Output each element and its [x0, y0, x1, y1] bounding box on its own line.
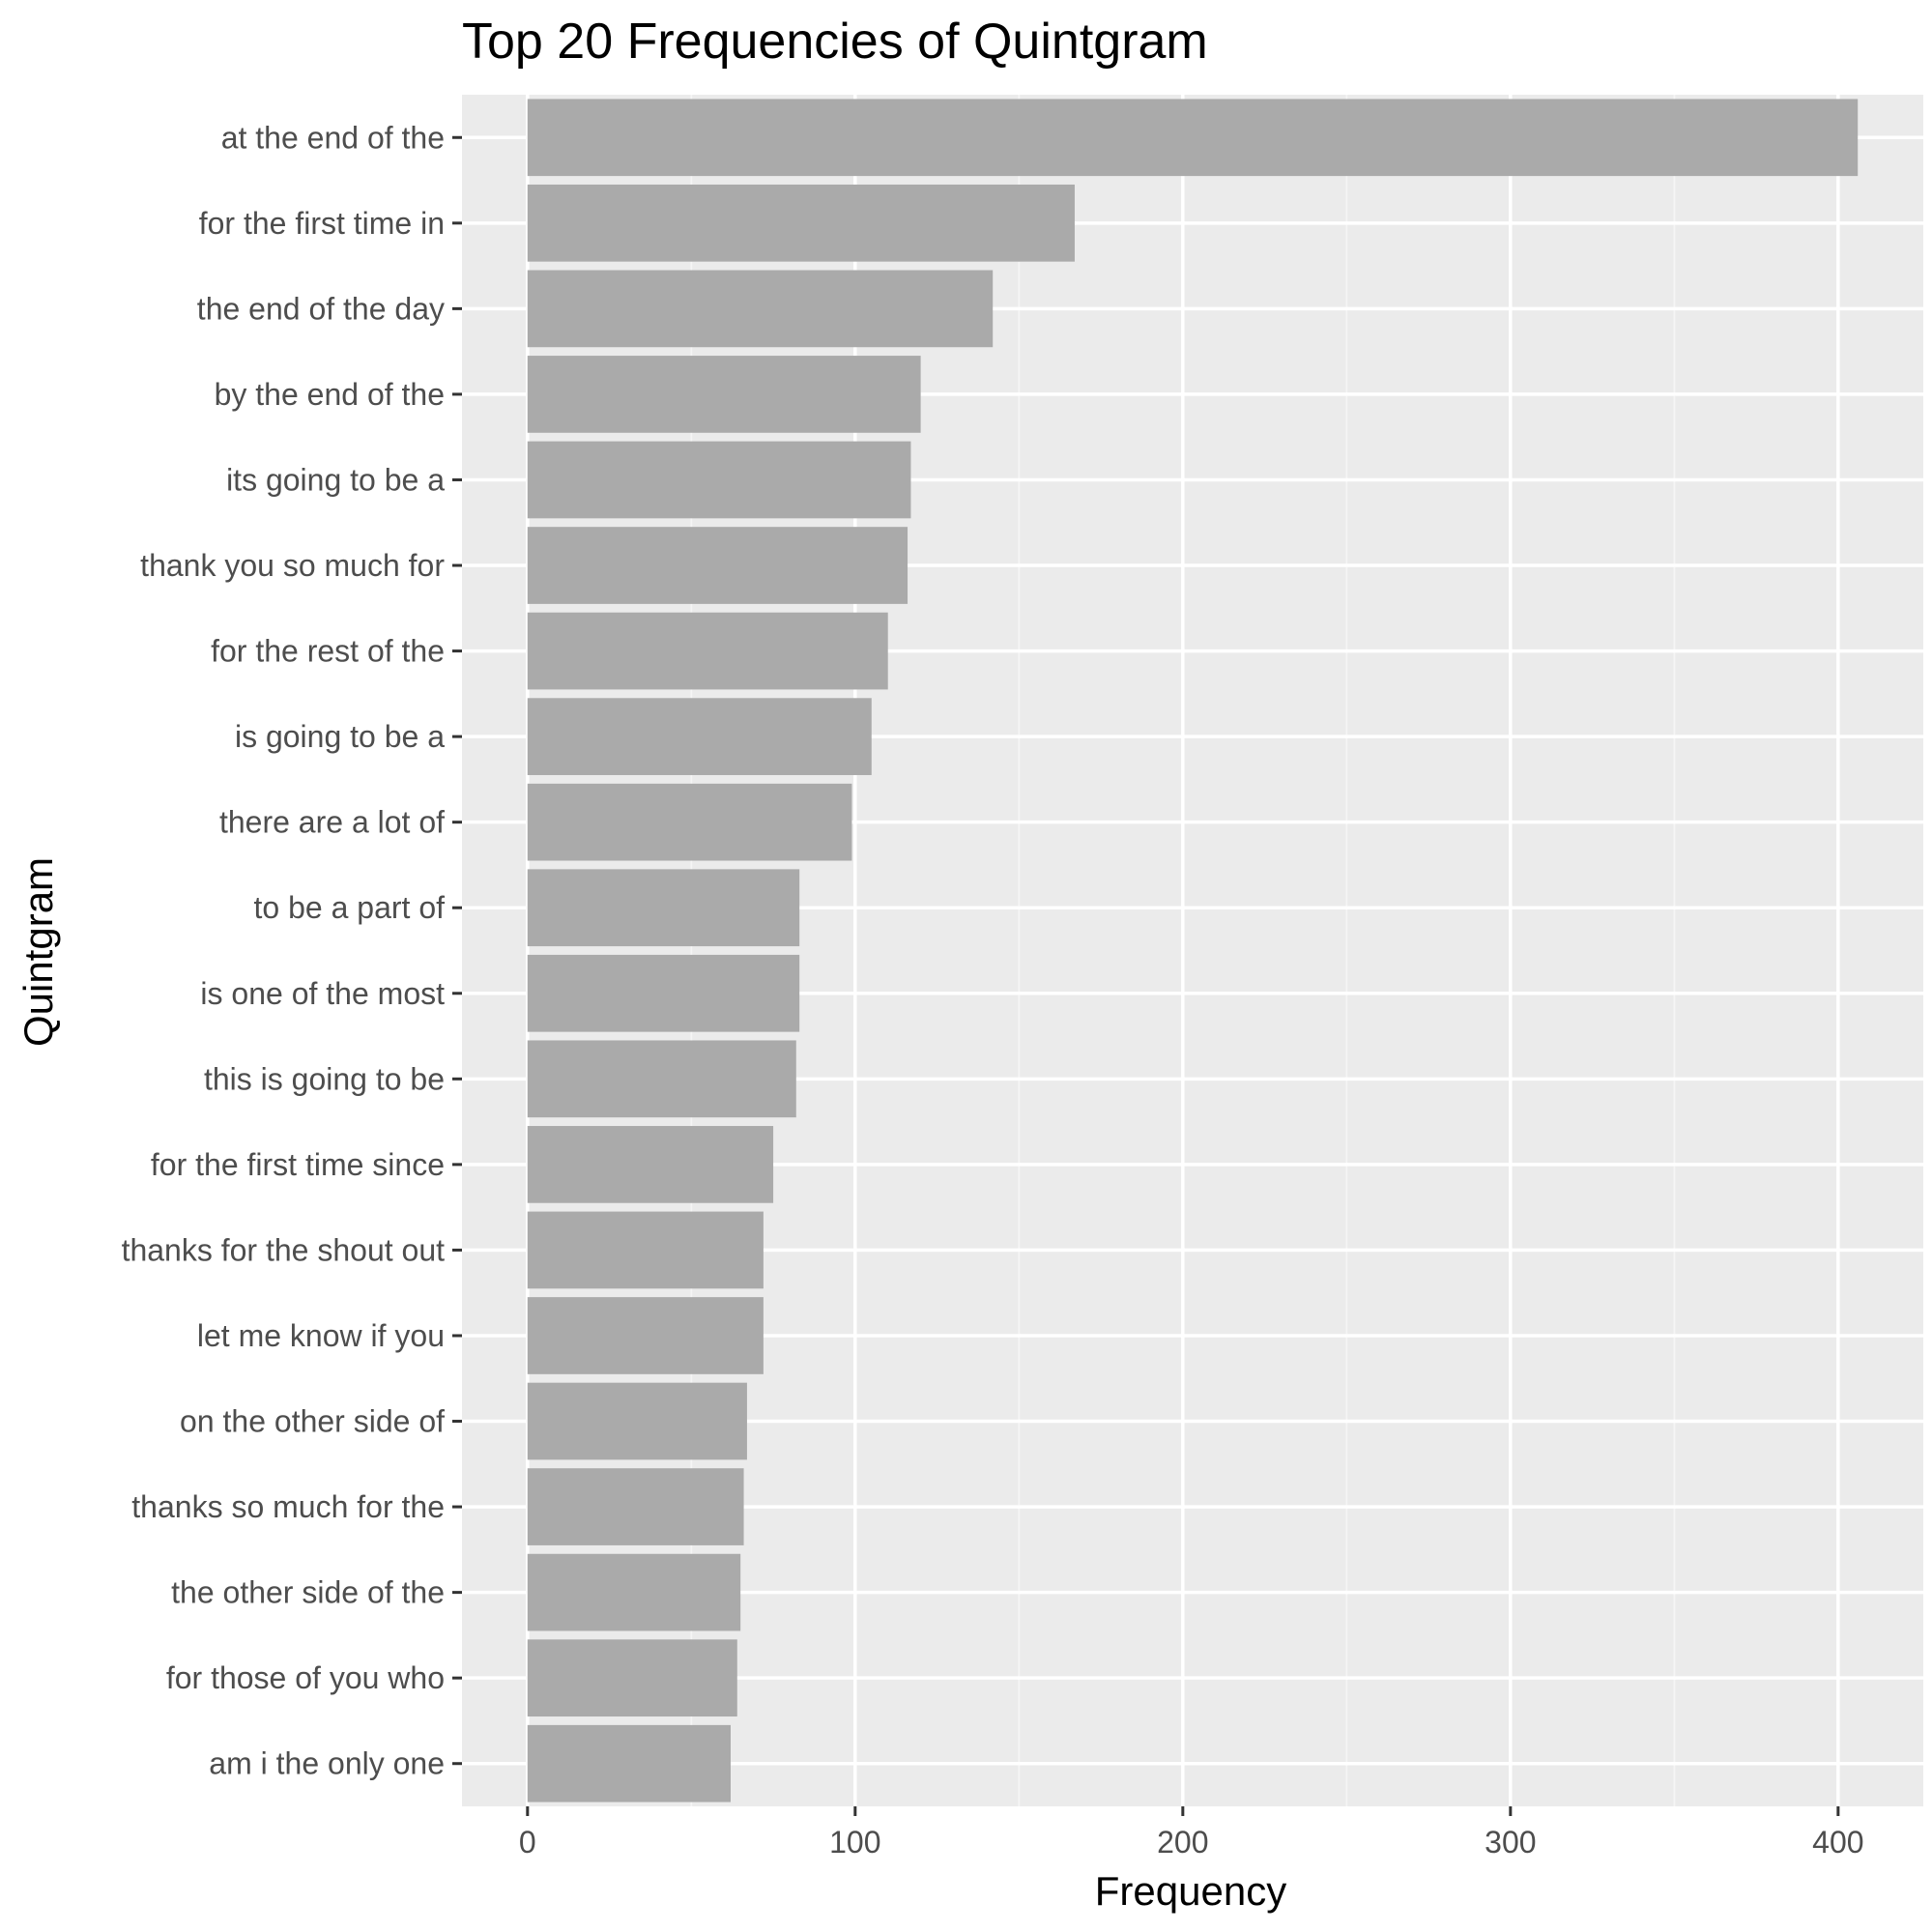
bar: [527, 184, 1075, 262]
bar: [527, 1211, 764, 1289]
y-tick-label: to be a part of: [254, 890, 446, 925]
y-tick-label: the end of the day: [197, 291, 445, 326]
y-tick-label: this is going to be: [204, 1061, 445, 1096]
bar: [527, 612, 888, 690]
y-tick-label: for the rest of the: [211, 634, 445, 669]
x-tick-label: 100: [829, 1825, 880, 1860]
plot-panel: [462, 95, 1923, 1806]
y-axis: at the end of the for the first time in th…: [122, 120, 462, 1781]
y-axis-title: Quintgram: [15, 857, 61, 1047]
bar: [527, 698, 872, 775]
x-tick-label: 300: [1485, 1825, 1536, 1860]
y-tick-label: thank you so much for: [140, 548, 445, 583]
y-tick-label: is one of the most: [200, 976, 445, 1011]
y-tick-label: let me know if you: [197, 1318, 445, 1353]
bar: [527, 1468, 744, 1545]
y-tick-label: there are a lot of: [219, 805, 445, 840]
y-tick-label: the other side of the: [171, 1575, 445, 1610]
y-tick-label: by the end of the: [215, 377, 445, 412]
y-tick-label: for those of you who: [166, 1660, 445, 1695]
bar: [527, 1297, 764, 1374]
bar: [527, 783, 852, 861]
bar: [527, 1040, 796, 1118]
x-tick-label: 0: [519, 1825, 536, 1860]
x-axis: 0 100 200 300 400: [519, 1806, 1864, 1860]
y-tick-label: for the first time since: [151, 1147, 445, 1182]
x-axis-title: Frequency: [1095, 1868, 1286, 1914]
bar: [527, 1382, 747, 1460]
bar: [527, 1639, 737, 1717]
bars: [527, 99, 1859, 1802]
y-tick-label: is going to be a: [235, 719, 445, 754]
y-tick-label: at the end of the: [221, 120, 445, 155]
bar: [527, 954, 800, 1032]
y-tick-label: its going to be a: [226, 462, 445, 497]
bar: [527, 99, 1859, 177]
y-tick-label: thanks for the shout out: [122, 1232, 446, 1267]
y-tick-label: am i the only one: [209, 1746, 445, 1781]
y-tick-label: on the other side of: [180, 1404, 445, 1439]
bar: [527, 1724, 731, 1802]
chart-title: Top 20 Frequencies of Quintgram: [462, 14, 1208, 70]
bar: [527, 869, 800, 947]
bar: [527, 270, 994, 348]
bar: [527, 1553, 741, 1631]
x-tick-label: 400: [1812, 1825, 1863, 1860]
panel-background: [462, 95, 1923, 1806]
y-tick-label: thanks so much for the: [131, 1489, 445, 1524]
y-tick-label: for the first time in: [199, 206, 445, 241]
bar: [527, 1126, 774, 1203]
bar: [527, 527, 908, 604]
x-tick-label: 200: [1157, 1825, 1208, 1860]
bar: [527, 356, 921, 433]
bar: [527, 441, 911, 519]
